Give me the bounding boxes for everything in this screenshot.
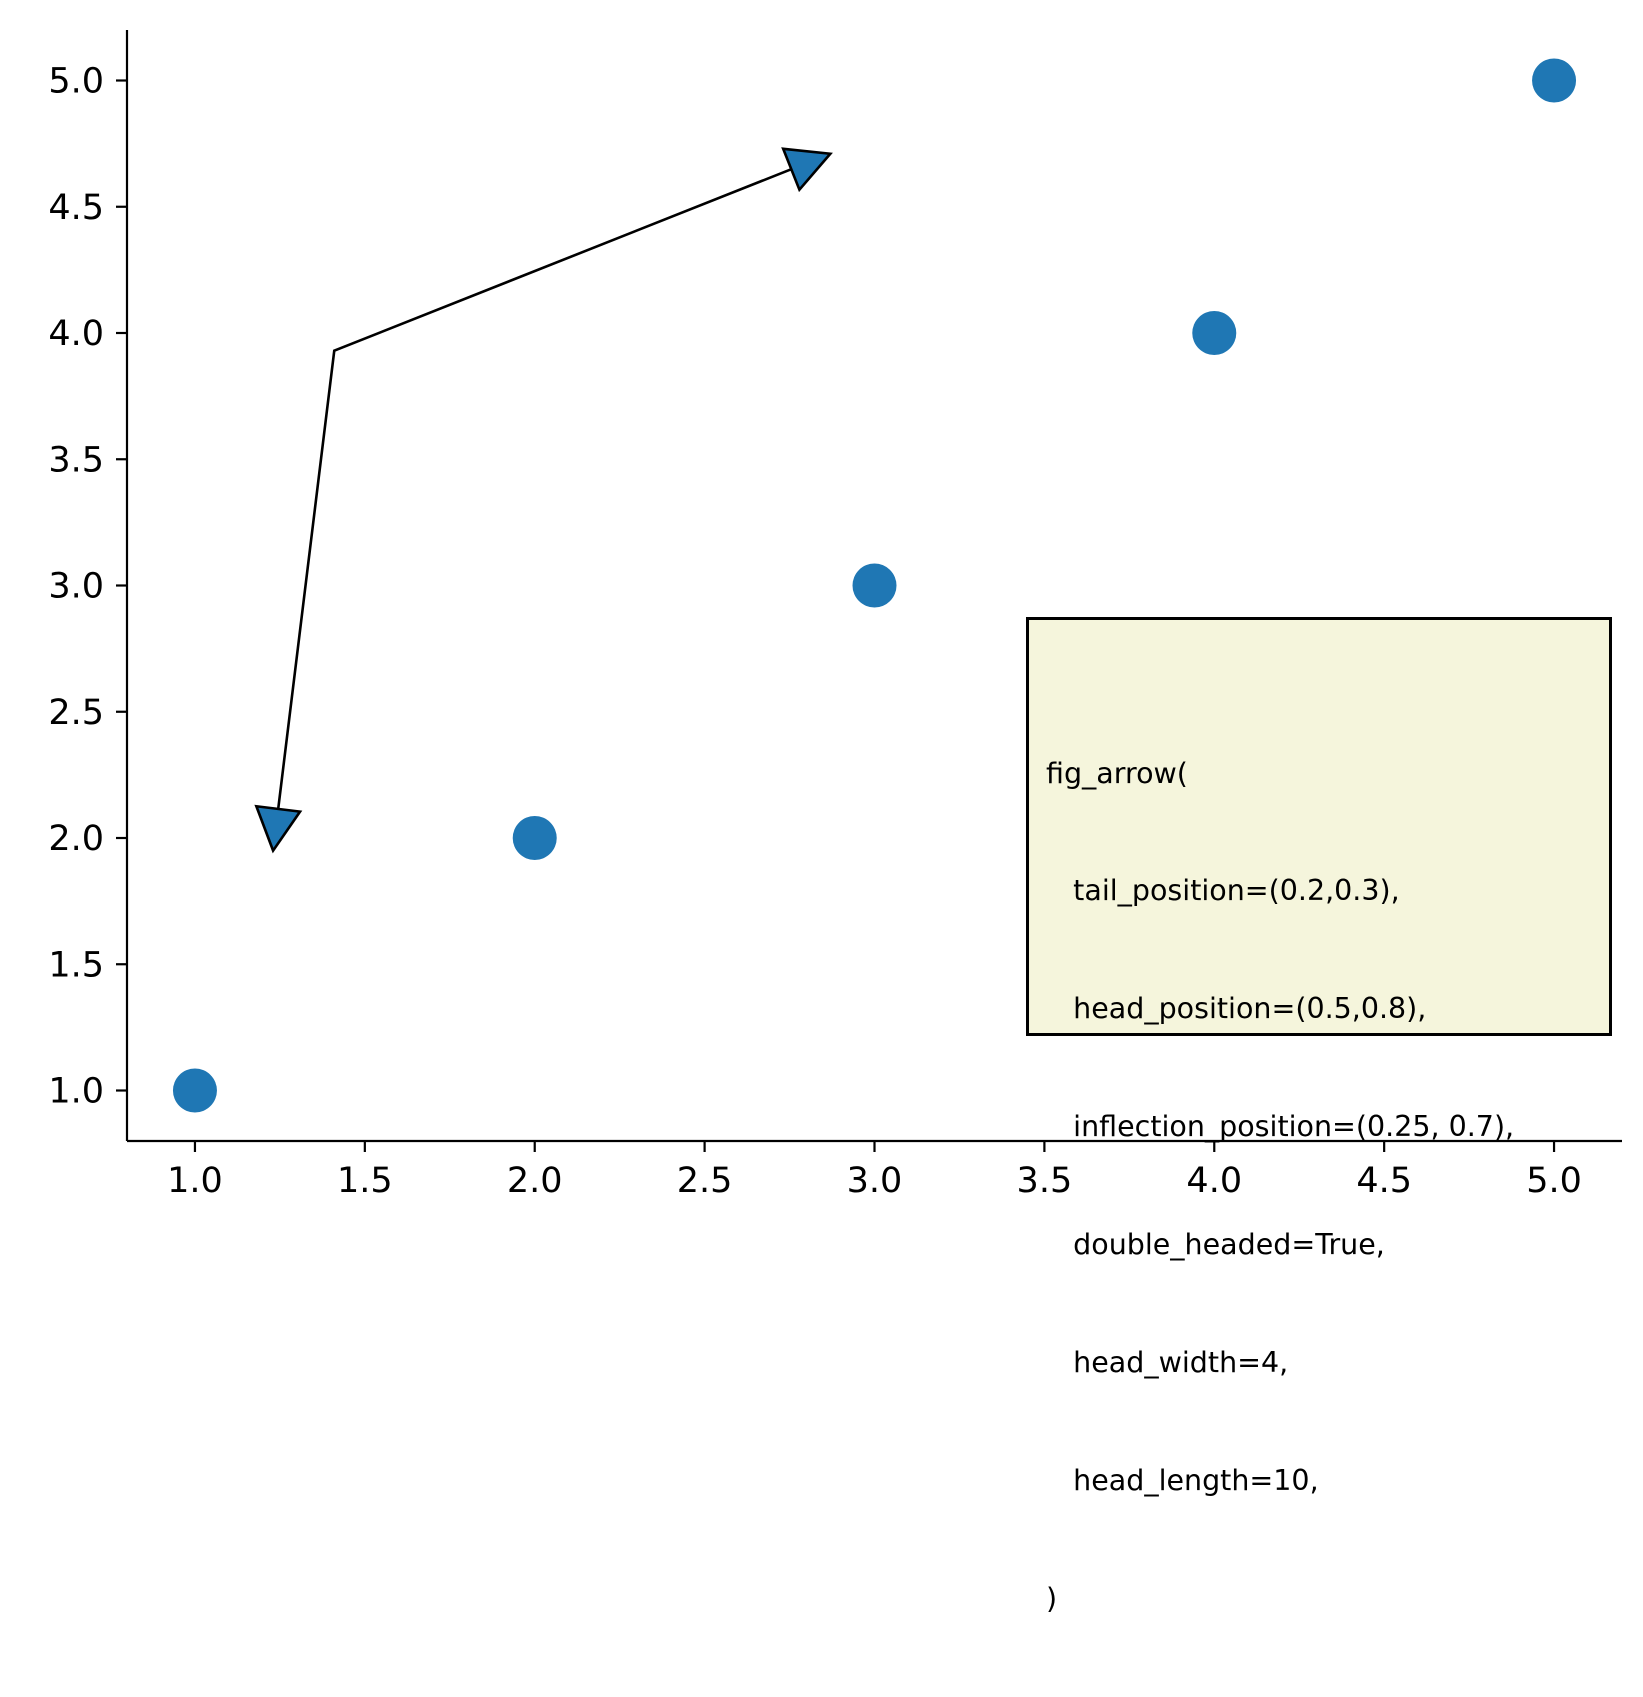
annotation-text: fig_arrow( tail_position=(0.2,0.3), head… — [1046, 675, 1514, 1697]
y-tick-label: 3.0 — [48, 567, 104, 607]
x-tick-label: 3.5 — [1017, 1161, 1073, 1201]
annotation-line: head_position=(0.5,0.8), — [1046, 992, 1427, 1026]
data-points — [172, 58, 1577, 1113]
data-point — [1192, 311, 1237, 355]
annotation-line: tail_position=(0.2,0.3), — [1046, 874, 1400, 908]
y-tick-label: 2.0 — [48, 819, 104, 859]
y-tick-label: 1.0 — [48, 1072, 104, 1112]
x-tick-label: 1.0 — [167, 1161, 223, 1201]
x-tick-label: 4.5 — [1356, 1161, 1412, 1201]
fig-arrow — [254, 147, 833, 854]
y-tick-label: 4.0 — [48, 314, 104, 354]
annotation-line: ) — [1046, 1581, 1058, 1615]
annotation-line: fig_arrow( — [1046, 756, 1188, 790]
x-tick-label: 1.5 — [337, 1161, 393, 1201]
x-tick-label: 5.0 — [1526, 1161, 1582, 1201]
annotation-line: head_length=10, — [1046, 1463, 1319, 1497]
data-point — [512, 816, 557, 860]
scatter-plot: 1.0 1.5 2.0 2.5 3.0 3.5 4.0 4.5 5.0 1.0 1.5 2.0 2.5 3… — [48, 30, 1622, 1201]
data-point — [1532, 58, 1577, 103]
y-tick-label: 4.5 — [48, 188, 104, 228]
annotation-line: inflection_position=(0.25, 0.7), — [1046, 1110, 1515, 1144]
y-tick-label: 2.5 — [48, 693, 104, 733]
y-tick-label: 1.5 — [48, 945, 104, 985]
arrow-shaft — [271, 152, 831, 851]
arrow-head — [781, 147, 833, 193]
x-tick-label: 4.0 — [1186, 1161, 1242, 1201]
data-point — [172, 1068, 217, 1113]
axes: 1.0 1.5 2.0 2.5 3.0 3.5 4.0 4.5 5.0 1.0 1.5 2.0 2.5 3… — [48, 30, 1622, 1201]
data-point — [852, 563, 897, 608]
x-tick-label: 2.0 — [507, 1161, 563, 1201]
arrow-tail-head — [254, 804, 303, 854]
annotation-line: head_width=4, — [1046, 1346, 1289, 1380]
y-tick-label: 5.0 — [48, 62, 104, 102]
annotation-line: double_headed=True, — [1046, 1228, 1385, 1262]
x-tick-label: 2.5 — [677, 1161, 733, 1201]
annotation-box: fig_arrow( tail_position=(0.2,0.3), head… — [1026, 617, 1612, 1615]
y-tick-label: 3.5 — [48, 440, 104, 480]
x-tick-label: 3.0 — [847, 1161, 903, 1201]
